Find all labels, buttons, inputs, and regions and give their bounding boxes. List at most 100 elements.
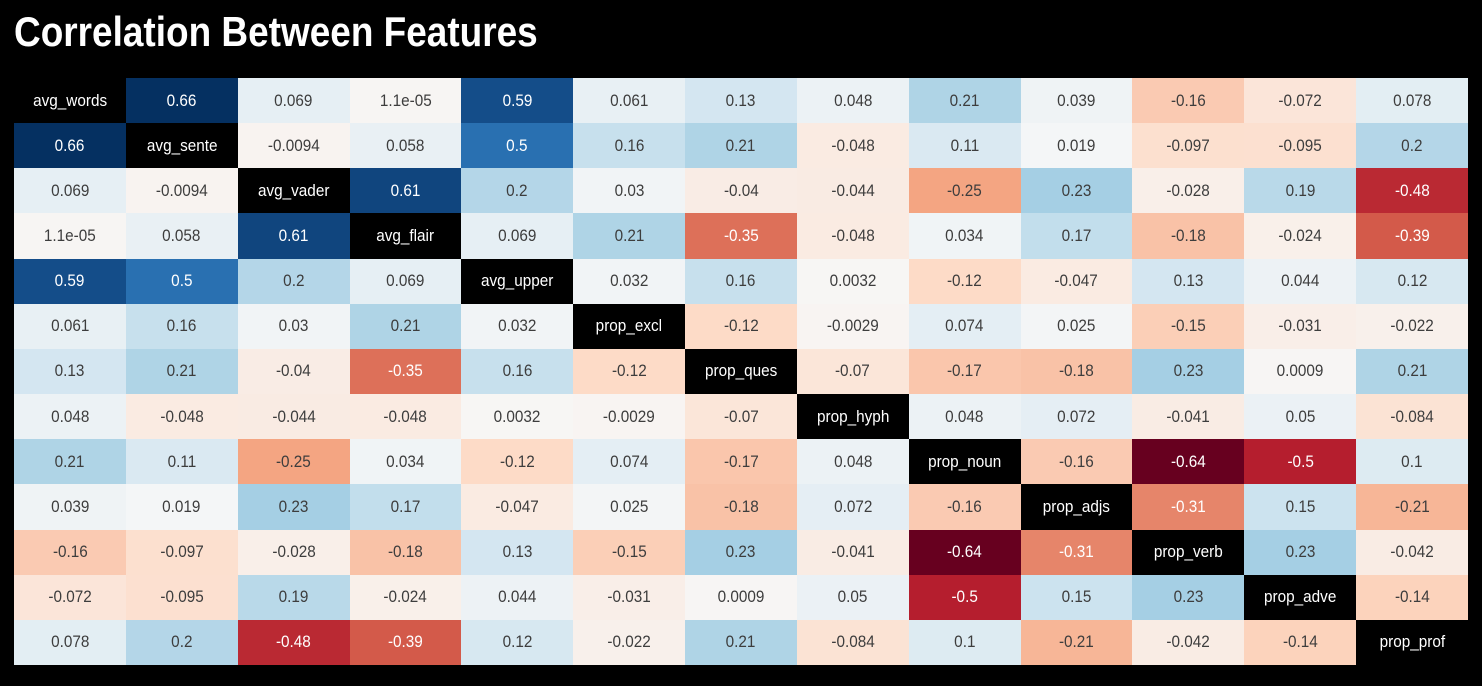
heatmap-cell: 0.23 [1020,168,1133,214]
heatmap-cell: -0.048 [796,123,909,169]
heatmap-cell: -0.048 [796,213,909,259]
heatmap-cell: -0.31 [1132,484,1245,530]
heatmap-cell: -0.15 [1132,303,1245,349]
heatmap-cell: 0.039 [14,484,126,530]
heatmap-cell: 0.15 [1020,574,1133,620]
chart-title: Correlation Between Features [14,8,538,55]
heatmap-cell: -0.18 [685,484,797,530]
heatmap-cell: -0.35 [685,213,797,259]
heatmap-cell: 0.061 [14,303,126,349]
heatmap-cell: -0.048 [125,394,238,440]
heatmap-cell: 0.03 [237,303,350,349]
heatmap-cell: 0.59 [461,78,574,124]
heatmap-cell: -0.024 [1244,213,1357,259]
correlation-heatmap: avg_words 0.66 0.069 1.1e-05 0.59 0.061 0.13 0.… [14,78,1468,665]
heatmap-cell: -0.097 [1132,123,1245,169]
heatmap-cell: -0.16 [1020,439,1133,485]
heatmap-cell: -0.042 [1132,619,1245,665]
heatmap-cell: 0.21 [349,303,462,349]
heatmap-cell: -0.14 [1356,574,1468,620]
heatmap-cell: 0.13 [14,348,126,395]
heatmap-cell: -0.39 [1356,213,1468,259]
heatmap-cell: -0.0094 [125,168,238,214]
heatmap-cell: 0.21 [685,619,797,665]
heatmap-cell: 0.16 [573,123,686,169]
heatmap-cell: 0.044 [461,574,574,620]
heatmap-cell: -0.12 [461,439,574,485]
heatmap-cell: 1.1e-05 [14,213,126,259]
heatmap-cell: 0.05 [796,574,909,620]
heatmap-cell: -0.35 [349,348,462,395]
heatmap-cell: 0.16 [461,348,574,395]
heatmap-cell: 0.2 [461,168,574,214]
heatmap-cell: 0.019 [1020,123,1133,169]
heatmap-cell: 0.048 [796,78,909,124]
heatmap-cell: -0.5 [908,574,1021,620]
heatmap-cell: -0.12 [908,258,1021,304]
heatmap-cell: -0.31 [1020,529,1133,575]
heatmap-cell: -0.25 [908,168,1021,214]
heatmap-cell: 0.048 [796,439,909,485]
heatmap-cell: -0.022 [573,619,686,665]
heatmap-cell: 0.078 [1356,78,1468,124]
heatmap-cell: 0.23 [237,484,350,530]
heatmap-cell: 0.2 [1356,123,1468,169]
heatmap-cell: 0.21 [685,123,797,169]
heatmap-cell: 0.069 [237,78,350,124]
heatmap-cell: 0.2 [125,619,238,665]
heatmap-cell: 0.025 [573,484,686,530]
heatmap-cell: 0.21 [573,213,686,259]
heatmap-cell: 0.032 [461,303,574,349]
diagonal-feature-cell: avg_sente [125,123,238,169]
heatmap-cell: -0.042 [1356,529,1468,575]
heatmap-cell: 0.16 [685,258,797,304]
heatmap-cell: -0.041 [1132,394,1245,440]
heatmap-cell: 0.058 [349,123,462,169]
heatmap-cell: -0.64 [908,529,1021,575]
heatmap-cell: 0.0032 [461,394,574,440]
diagonal-feature-cell: prop_excl [573,303,686,349]
heatmap-cell: 0.03 [573,168,686,214]
heatmap-cell: 0.17 [1020,213,1133,259]
diagonal-feature-cell: prop_adjs [1020,484,1133,530]
heatmap-cell: 0.23 [1132,348,1245,395]
heatmap-cell: 0.072 [1020,394,1133,440]
heatmap-cell: -0.48 [1356,168,1468,214]
heatmap-cell: -0.084 [796,619,909,665]
heatmap-cell: 0.074 [908,303,1021,349]
heatmap-cell: -0.12 [685,303,797,349]
heatmap-cell: 0.0009 [1244,348,1357,395]
heatmap-cell: 0.039 [1020,78,1133,124]
heatmap-cell: 0.2 [237,258,350,304]
heatmap-cell: 0.5 [125,258,238,304]
heatmap-cell: 0.069 [349,258,462,304]
heatmap-cell: 0.5 [461,123,574,169]
heatmap-cell: -0.25 [237,439,350,485]
heatmap-cell: -0.031 [1244,303,1357,349]
heatmap-cell: 0.048 [14,394,126,440]
heatmap-cell: -0.047 [461,484,574,530]
heatmap-cell: 0.1 [1356,439,1468,485]
diagonal-feature-cell: prop_ques [685,348,797,395]
heatmap-cell: 0.061 [573,78,686,124]
heatmap-cell: 0.61 [349,168,462,214]
heatmap-cell: -0.39 [349,619,462,665]
heatmap-cell: -0.64 [1132,439,1245,485]
heatmap-cell: 0.23 [685,529,797,575]
diagonal-feature-cell: avg_flair [349,213,462,259]
heatmap-cell: -0.17 [685,439,797,485]
heatmap-cell: 1.1e-05 [349,78,462,124]
diagonal-feature-cell: avg_upper [461,258,574,304]
heatmap-cell: -0.028 [237,529,350,575]
heatmap-cell: 0.13 [1132,258,1245,304]
heatmap-cell: -0.044 [237,394,350,440]
heatmap-cell: 0.0009 [685,574,797,620]
heatmap-cell: -0.044 [796,168,909,214]
heatmap-cell: -0.21 [1020,619,1133,665]
heatmap-cell: -0.041 [796,529,909,575]
heatmap-cell: -0.15 [573,529,686,575]
heatmap-cell: 0.21 [908,78,1021,124]
heatmap-cell: -0.18 [349,529,462,575]
diagonal-feature-cell: avg_vader [237,168,350,214]
